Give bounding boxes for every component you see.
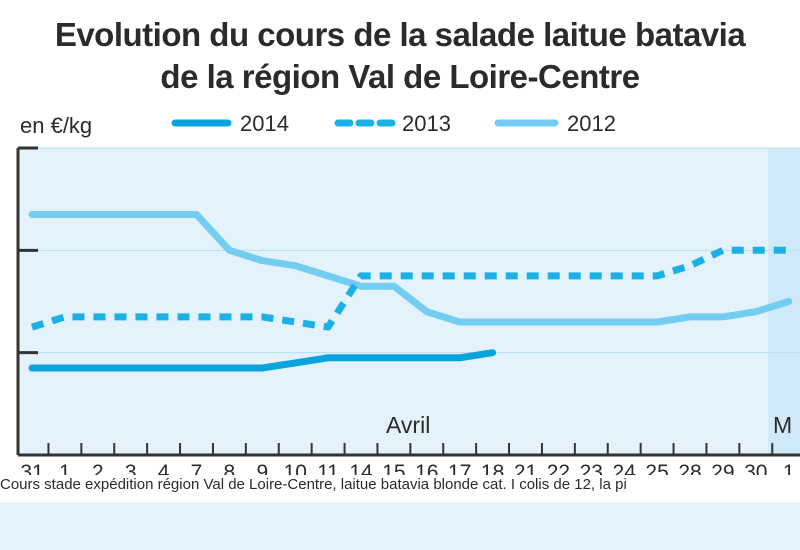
- x-tick-label: 17: [448, 461, 471, 475]
- x-tick-label: 8: [224, 461, 236, 475]
- bottom-band: [0, 502, 800, 550]
- line-chart: 31 1 2 3 4 7 8 9 10 11 14 15 16 17 18 21 22 23 24 25 28 29 30 1…: [16, 111, 800, 475]
- x-tick-label: 21: [514, 461, 537, 475]
- x-tick-label: 25: [645, 461, 668, 475]
- x-tick-label: 4: [158, 461, 170, 475]
- x-tick-label: 18: [481, 461, 504, 475]
- y-ticks: [18, 146, 38, 457]
- footnote: Cours stade expédition région Val de Loi…: [0, 476, 627, 493]
- chart-subtitle: de la région Val de Loire-Centre: [160, 58, 640, 95]
- x-tick-label: 30: [744, 461, 767, 475]
- x-tick-label: 11: [317, 461, 339, 475]
- legend-label-2014: 2014: [240, 111, 289, 136]
- x-tick-label: 10: [284, 461, 307, 475]
- gridlines: [18, 147, 800, 354]
- x-tick-label: 28: [678, 461, 701, 475]
- y-axis-label: en €/kg: [20, 113, 92, 138]
- x-tick-label: 24: [613, 461, 637, 475]
- x-tick-label: 1: [59, 461, 71, 475]
- chart-title: Evolution du cours de la salade laitue b…: [54, 16, 746, 53]
- x-tick-label: 31: [20, 461, 43, 475]
- series-lines: [28, 211, 793, 372]
- annotation-avril: Avril: [386, 412, 430, 438]
- x-tick-label: 14: [349, 461, 373, 475]
- series-line-2014: [28, 349, 497, 372]
- series-line-2013: [30, 246, 789, 331]
- x-tick-label: 15: [382, 461, 405, 475]
- x-tick-label: 3: [125, 461, 137, 475]
- x-tick-label: 22: [547, 461, 570, 475]
- x-tick-label: 16: [415, 461, 438, 475]
- chart-title-block: Evolution du cours de la salade laitue b…: [0, 14, 800, 98]
- x-tick-label: 1: [783, 461, 795, 475]
- x-ticks: 31 1 2 3 4 7 8 9 10 11 14 15 16 17 18 21 22 23 24 25 28 29 30 1: [20, 443, 795, 475]
- annotation-mai: M: [773, 412, 792, 438]
- legend-label-2012: 2012: [567, 111, 616, 136]
- x-tick-label: 9: [256, 461, 268, 475]
- x-tick-label: 29: [711, 461, 734, 475]
- x-tick-label: 7: [191, 461, 203, 475]
- series-line-2012: [28, 211, 793, 326]
- legend: 2014 2013 2012: [171, 111, 616, 136]
- legend-label-2013: 2013: [402, 111, 451, 136]
- x-tick-label: 23: [580, 461, 603, 475]
- x-tick-label: 2: [92, 461, 104, 475]
